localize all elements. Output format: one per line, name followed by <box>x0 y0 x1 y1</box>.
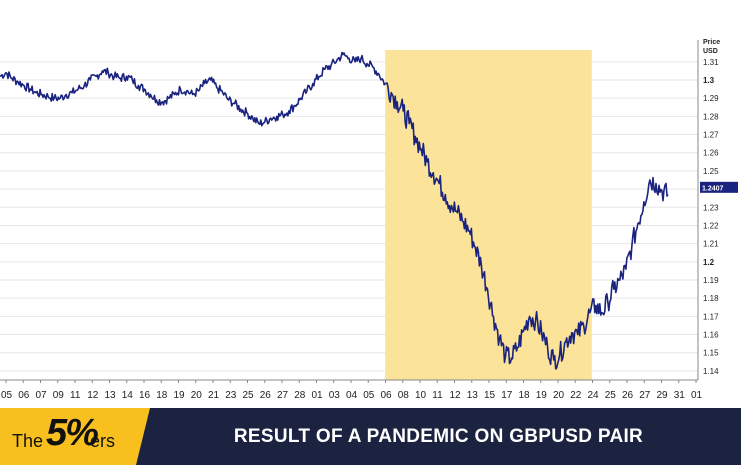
x-tick-label: 09 <box>53 390 65 401</box>
x-tick-label: 01 <box>312 390 324 401</box>
x-tick-label: 10 <box>415 390 427 401</box>
x-tick-label: 21 <box>208 390 220 401</box>
y-tick-label: 1.3 <box>703 76 715 85</box>
title-banner: The 5% ers RESULT OF A PANDEMIC ON GBPUS… <box>0 408 741 465</box>
x-tick-label: 25 <box>243 390 255 401</box>
x-tick-label: 16 <box>139 390 151 401</box>
x-tick-label: 12 <box>87 390 99 401</box>
y-tick-label: 1.22 <box>703 221 719 230</box>
x-tick-label: 28 <box>294 390 306 401</box>
x-tick-label: 19 <box>536 390 548 401</box>
x-tick-label: 01 <box>691 390 703 401</box>
x-tick-label: 11 <box>70 390 81 401</box>
y-tick-label: 1.26 <box>703 149 719 158</box>
x-tick-label: 26 <box>260 390 272 401</box>
x-tick-label: 18 <box>519 390 531 401</box>
x-tick-label: 27 <box>277 390 289 401</box>
y-tick-label: 1.17 <box>703 312 719 321</box>
y-tick-label: 1.27 <box>703 131 719 140</box>
x-tick-label: 06 <box>381 390 393 401</box>
y-tick-label: 1.21 <box>703 240 719 249</box>
banner-title-box: RESULT OF A PANDEMIC ON GBPUSD PAIR <box>136 408 741 465</box>
plot-background <box>0 0 741 408</box>
y-axis-title-line2: USD <box>703 48 718 55</box>
y-axis-title-line1: Price <box>703 39 720 46</box>
x-tick-label: 07 <box>36 390 48 401</box>
x-tick-label: 29 <box>657 390 669 401</box>
current-price-label: 1.2407 <box>702 185 724 192</box>
x-tick-label: 17 <box>501 390 513 401</box>
y-tick-label: 1.15 <box>703 349 719 358</box>
logo-text-five-percent: 5% <box>46 412 99 454</box>
y-tick-label: 1.2 <box>703 258 715 267</box>
x-tick-label: 25 <box>605 390 617 401</box>
x-tick-label: 20 <box>553 390 565 401</box>
x-tick-label: 14 <box>122 390 134 401</box>
y-tick-label: 1.28 <box>703 112 719 121</box>
x-tick-label: 05 <box>1 390 13 401</box>
logo-text-ers: ers <box>90 431 116 451</box>
x-tick-label: 13 <box>467 390 479 401</box>
x-tick-label: 27 <box>639 390 651 401</box>
x-tick-label: 26 <box>622 390 634 401</box>
logo-text-the: The <box>12 431 44 451</box>
x-tick-label: 15 <box>484 390 496 401</box>
x-tick-label: 24 <box>588 390 600 401</box>
x-tick-label: 11 <box>432 390 443 401</box>
y-tick-label: 1.23 <box>703 203 719 212</box>
gbpusd-price-line <box>0 51 669 370</box>
x-tick-label: 03 <box>329 390 341 401</box>
y-tick-label: 1.25 <box>703 167 719 176</box>
x-tick-label: 20 <box>191 390 203 401</box>
x-tick-label: 06 <box>18 390 30 401</box>
x-tick-labels: 05 06 07 09 11 12 13 14 16 18 19 20 21 23 25 26 27 28 01 03… <box>1 380 703 401</box>
x-tick-label: 23 <box>225 390 237 401</box>
banner-title: RESULT OF A PANDEMIC ON GBPUSD PAIR <box>233 426 644 447</box>
y-tick-label: 1.16 <box>703 331 719 340</box>
x-tick-label: 04 <box>346 390 358 401</box>
x-tick-label: 19 <box>174 390 186 401</box>
y-tick-label: 1.18 <box>703 294 719 303</box>
the5ers-logo: The 5% ers <box>0 408 150 465</box>
pandemic-highlight-region <box>385 50 592 380</box>
y-tick-label: 1.19 <box>703 276 719 285</box>
x-tick-label: 18 <box>156 390 168 401</box>
x-tick-label: 13 <box>105 390 117 401</box>
x-tick-label: 31 <box>674 390 686 401</box>
gbpusd-line-chart: Price USD 1.31 1.3 1.29 1.28 1.27 1.26 1.25 1.2… <box>0 0 741 408</box>
x-tick-label: 22 <box>570 390 582 401</box>
y-tick-label: 1.31 <box>703 58 719 67</box>
current-price-box <box>700 181 738 193</box>
x-tick-label: 08 <box>398 390 410 401</box>
y-tick-label: 1.14 <box>703 367 719 376</box>
x-tick-label: 12 <box>450 390 462 401</box>
y-tick-label: 1.29 <box>703 94 719 103</box>
x-tick-label: 05 <box>363 390 375 401</box>
